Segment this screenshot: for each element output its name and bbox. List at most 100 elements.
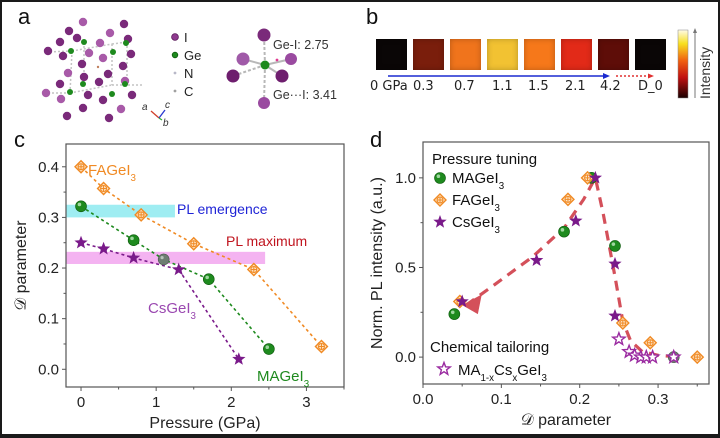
crystal-structure-diagram: I Ge NCa cb Ge-I: 2.75 Ge···I: 3.41 [41,17,337,127]
bond-length-long-label: Ge···I: 3.41 [273,88,337,102]
pressure-label: 4.2 [600,79,621,94]
data-point-MAGeI3 [558,225,570,238]
data-point-CsGeI3 [569,213,583,227]
data-point-CsGeI3 [530,253,544,266]
iodine-atom [98,53,108,63]
y-tick-label: 0.3 [38,209,59,226]
data-point-MAGeI3 [157,253,170,266]
data-point-FAGeI3 [96,181,111,196]
iodine-atom [78,17,88,27]
x-tick-label: 0.1 [491,391,512,408]
data-point-MAGeI3 [75,200,87,213]
series-label-csgei3: CsGeI3 [148,300,196,322]
data-point-MAGeI3 [609,240,621,252]
pressure-label: 1.5 [528,79,549,94]
legend-n-label: N [184,66,193,81]
germanium-atom [68,48,74,54]
data-point-FAGeI3 [246,262,261,277]
pl-image-6 [598,39,629,70]
y-axis-label: Norm. PL intensity (a.u.) [369,177,386,349]
data-point-FAGeI3 [643,335,658,350]
legend-ge-label: Ge [184,48,201,63]
data-point-CsGeI3 [127,250,141,264]
data-point-CsGeI3 [172,262,186,276]
pl-image-3 [487,39,518,70]
axis-b-label: b [163,118,169,127]
data-point-FAGeI3 [690,350,705,365]
legend-c-icon [173,89,177,93]
legend-marker-MAGeI3 [434,172,446,184]
iodine-atom [236,52,250,66]
data-point-CsGeI3 [455,294,469,308]
y-tick-label: 0.1 [38,311,59,328]
bond-length-short-label: Ge-I: 2.75 [273,38,329,52]
iodine-atom [83,90,93,100]
plot-frame [65,143,345,388]
data-point-CsGeI3 [608,308,622,322]
data-point-FAGeI3 [74,159,89,174]
iodine-atom [118,61,128,71]
x-tick-label: 0.2 [569,391,590,408]
legend-marker-FAGeI3 [433,193,447,207]
data-point-MA1-xCsxGeI3 [644,348,661,365]
iodine-atom [95,38,105,48]
pressure-label: 0 GPa [370,79,408,94]
iodine-atom [258,97,270,109]
y-tick-label: 1.0 [395,170,416,187]
axis-a-label: a [142,102,148,113]
series-label-fagei3: FAGeI3 [88,162,136,184]
iodine-atom [72,33,82,43]
germanium-atom [81,39,87,45]
legend-i-label: I [184,30,188,45]
germanium-atom [109,91,115,97]
iodine-atom [103,69,113,79]
iodine-atom [41,88,51,98]
intensity-colorbar [677,29,689,99]
data-point-CsGeI3 [74,235,88,249]
iodine-atom [64,26,74,36]
data-point-MAGeI3 [202,273,215,285]
legend-i-icon [171,33,179,41]
panel-b-label: b [366,4,379,29]
germanium-atom [80,81,86,87]
data-point-CsGeI3 [232,352,246,365]
iodine-atom [56,94,66,104]
annotation-pl-emergence: PL emergence [177,201,268,217]
data-point-MA1-xCsxGeI3 [665,348,682,365]
crystal-axes-icon: a cb [142,100,170,127]
pressure-label: 2.1 [565,79,586,94]
legend-marker-CsGeI3 [433,215,447,228]
x-axis-label: Pressure (GPa) [149,415,260,432]
geI6-octahedron-diagram [226,28,297,109]
iodine-atom [63,68,73,78]
arrow-head-icon [648,73,654,79]
iodine-atom [105,28,115,38]
x-tick-label: 1 [152,394,160,411]
data-point-CsGeI3 [588,170,602,184]
legend-c-label: C [184,84,193,99]
data-point-MAGeI3 [263,343,275,355]
pl-image-5 [561,39,592,70]
panel-c-label: c [14,127,25,152]
iodine-atom [226,69,240,83]
iodine-atom [77,59,87,69]
trend-arrow-head-icon [462,294,482,315]
y-axis-label: 𝒟 parameter [13,220,30,311]
iodine-atom [43,46,53,56]
pl-image-1 [413,39,444,70]
iodine-atom [104,113,114,123]
pressure-label: 1.1 [492,79,513,94]
iodine-atom [98,95,108,105]
iodine-atom [78,103,88,113]
x-axis-label: 𝒟 parameter [521,412,612,429]
iodine-atom [55,79,65,89]
iodine-atom [127,90,137,100]
x-tick-label: 3 [302,394,310,411]
pl-image-7 [635,39,666,70]
pressure-label: 0.3 [413,79,434,94]
iodine-atom [84,48,94,58]
iodine-atom [58,51,68,61]
y-tick-label: 0.5 [395,259,416,276]
data-point-FAGeI3 [615,316,630,331]
legend-label-FAGeI3: FAGeI3 [452,192,500,214]
